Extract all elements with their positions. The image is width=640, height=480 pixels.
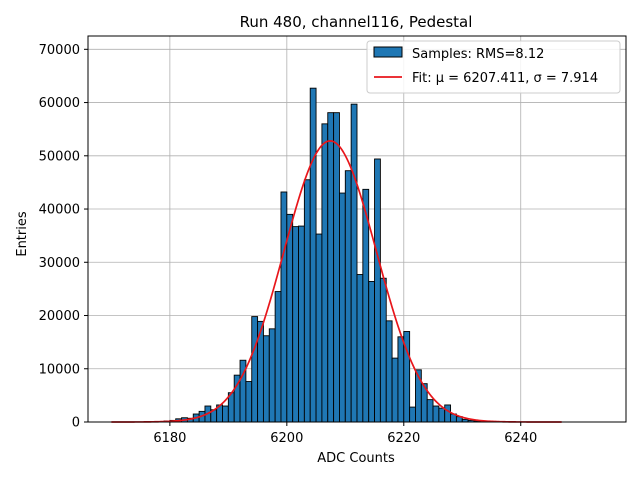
histogram-bar bbox=[356, 274, 364, 423]
histogram-bar bbox=[391, 357, 399, 423]
histogram-bar bbox=[432, 405, 440, 423]
histogram-bar bbox=[315, 233, 323, 423]
histogram-bar bbox=[368, 280, 375, 423]
histogram-bar bbox=[286, 213, 294, 423]
histogram-bar bbox=[362, 188, 370, 423]
histogram-bar bbox=[339, 192, 346, 423]
legend-box bbox=[366, 40, 621, 94]
x-axis-ticks: 6180 6200 6220 6240 bbox=[153, 422, 537, 446]
histogram-bar bbox=[344, 170, 352, 423]
x-tick-label: 6240 bbox=[504, 431, 537, 446]
histogram-bar bbox=[385, 320, 393, 423]
y-axis-label: Entries bbox=[15, 211, 30, 257]
histogram-bar bbox=[251, 316, 259, 423]
histogram-bar bbox=[298, 225, 305, 423]
y-tick-label: 70000 bbox=[39, 43, 80, 58]
x-tick-label: 6200 bbox=[270, 431, 303, 446]
legend: Samples: RMS=8.12 Fit: μ = 6207.411, σ =… bbox=[366, 40, 621, 94]
legend-histogram-swatch bbox=[373, 46, 403, 58]
legend-fit-label: Fit: μ = 6207.411, σ = 7.914 bbox=[412, 71, 598, 86]
legend-histogram-label: Samples: RMS=8.12 bbox=[412, 47, 544, 62]
histogram-bar bbox=[409, 406, 416, 423]
y-tick-label: 40000 bbox=[39, 203, 80, 218]
histogram-bar bbox=[274, 291, 282, 423]
fit-curve bbox=[111, 140, 562, 423]
histogram-bar bbox=[327, 112, 335, 423]
histogram-bar bbox=[303, 179, 311, 423]
y-tick-label: 10000 bbox=[39, 362, 80, 377]
x-tick-label: 6220 bbox=[387, 431, 420, 446]
histogram-bar bbox=[245, 381, 253, 423]
histogram-bar bbox=[350, 103, 358, 423]
y-tick-label: 20000 bbox=[39, 309, 80, 324]
plot-frame bbox=[87, 35, 627, 423]
histogram-bar bbox=[292, 226, 299, 423]
y-axis-ticks: 0 10000 20000 30000 40000 50000 60000 70000 bbox=[39, 43, 88, 431]
x-axis-label: ADC Counts bbox=[317, 451, 395, 466]
histogram-bars bbox=[157, 87, 492, 423]
histogram-bar bbox=[426, 399, 434, 423]
histogram-bar bbox=[397, 336, 405, 423]
histogram-bar bbox=[321, 123, 329, 423]
chart-title: Run 480, channel116, Pedestal bbox=[240, 13, 473, 31]
y-tick-label: 50000 bbox=[39, 149, 80, 164]
histogram-bar bbox=[309, 87, 317, 423]
histogram-bar bbox=[262, 335, 270, 423]
x-tick-label: 6180 bbox=[153, 431, 186, 446]
histogram-bar bbox=[333, 112, 340, 423]
histogram-bar bbox=[444, 404, 452, 423]
y-tick-label: 60000 bbox=[39, 96, 80, 111]
y-tick-label: 0 bbox=[72, 416, 80, 431]
histogram-bar bbox=[374, 158, 381, 423]
histogram-bar bbox=[379, 277, 387, 423]
histogram-bar bbox=[268, 328, 276, 423]
histogram-bar bbox=[222, 405, 229, 423]
fit-curve-group bbox=[111, 140, 562, 423]
histogram-bar bbox=[280, 191, 288, 423]
histogram-bar bbox=[438, 407, 446, 423]
y-tick-label: 30000 bbox=[39, 256, 80, 271]
